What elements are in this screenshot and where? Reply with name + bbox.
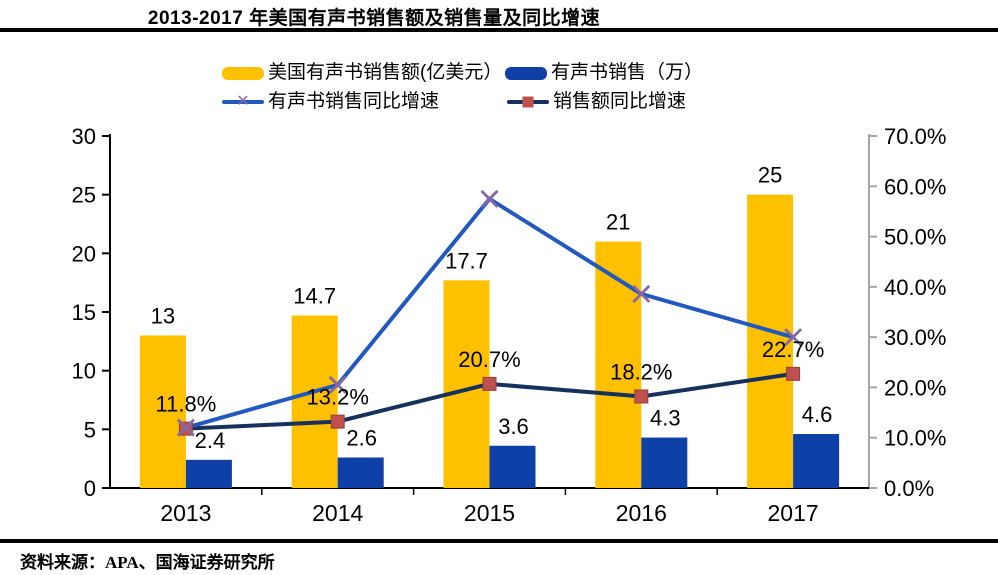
y-axis-right-tick-label: 40.0% — [884, 275, 946, 300]
y-axis-left-tick-label: 30 — [72, 124, 96, 149]
growth-pct-label: 22.7% — [762, 337, 824, 362]
bar-amount-label: 17.7 — [445, 248, 488, 273]
bar-swatch-yellow-icon — [222, 66, 264, 80]
y-axis-right-tick-label: 60.0% — [884, 174, 946, 199]
growth-pct-label: 11.8% — [156, 392, 217, 417]
data-source: 资料来源：APA、国海证券研究所 — [20, 553, 275, 572]
bar-amount-label: 14.7 — [293, 284, 336, 309]
square-marker-2015 — [482, 376, 497, 391]
square-marker-2017 — [786, 366, 801, 381]
y-axis-right-tick-label: 70.0% — [884, 124, 946, 149]
bar-unit-sales-2016 — [641, 437, 688, 488]
growth-pct-label: 20.7% — [458, 347, 520, 372]
bar-sales-amount-2016 — [595, 241, 642, 488]
x-axis-label: 2014 — [312, 500, 363, 526]
y-axis-right-tick-label: 0.0% — [884, 476, 934, 501]
legend-item-unit-growth: ✕ 有声书销售同比增速 — [222, 91, 439, 113]
bar-amount-label: 13 — [151, 303, 175, 328]
growth-pct-label: 13.2% — [307, 385, 369, 410]
x-marker-icon: ✕ — [236, 93, 250, 110]
legend-item-unit-sales: 有声书销售（万） — [505, 62, 703, 84]
footer-divider — [0, 539, 998, 543]
bar-amount-label: 21 — [606, 210, 630, 235]
bar-units-label: 2.6 — [346, 425, 377, 450]
bar-swatch-blue-icon — [505, 66, 547, 80]
y-axis-left-tick-label: 5 — [84, 417, 96, 442]
bar-unit-sales-2017 — [793, 434, 840, 488]
x-axis-label: 2016 — [616, 500, 667, 526]
y-axis-right-tick-label: 10.0% — [884, 426, 946, 451]
legend-item-sales-amount: 美国有声书销售额(亿美元） — [222, 62, 502, 84]
x-marker-2013 — [176, 418, 195, 437]
x-marker-2014 — [328, 375, 347, 394]
bar-units-label: 4.6 — [802, 402, 833, 427]
bar-units-label: 4.3 — [650, 406, 681, 431]
line-square-swatch-icon — [507, 96, 549, 108]
bar-unit-sales-2015 — [489, 445, 536, 488]
y-axis-left-tick-label: 20 — [72, 241, 96, 266]
x-axis-label: 2017 — [768, 500, 819, 526]
bar-units-label: 2.4 — [195, 428, 226, 453]
x-marker-2016 — [632, 284, 651, 303]
y-axis-right-tick-label: 20.0% — [884, 375, 946, 400]
square-marker-icon — [522, 96, 534, 108]
y-axis-right-tick-label: 30.0% — [884, 325, 946, 350]
y-axis-left-tick-label: 25 — [72, 183, 96, 208]
legend-label: 有声书销售同比增速 — [268, 91, 440, 112]
x-axis-label: 2013 — [160, 500, 211, 526]
y-axis-left-tick-label: 10 — [72, 359, 96, 384]
x-marker-2015 — [480, 189, 499, 208]
x-marker-2017 — [784, 328, 803, 347]
legend-label: 销售额同比增速 — [553, 91, 687, 112]
y-axis-right-tick-label: 50.0% — [884, 225, 946, 250]
x-axis-label: 2015 — [464, 500, 515, 526]
square-marker-2014 — [330, 414, 345, 429]
line-x-swatch-icon: ✕ — [222, 94, 264, 110]
bar-unit-sales-2014 — [337, 457, 384, 488]
legend-label: 有声书销售（万） — [551, 62, 704, 83]
bar-amount-label: 25 — [758, 163, 782, 188]
y-axis-left-tick-label: 0 — [84, 476, 96, 501]
bar-sales-amount-2017 — [747, 194, 794, 488]
bar-units-label: 3.6 — [498, 414, 529, 439]
growth-pct-label: 18.2% — [610, 359, 672, 384]
square-marker-2016 — [634, 389, 649, 404]
legend-label: 美国有声书销售额(亿美元） — [268, 62, 503, 83]
legend-item-amount-growth: 销售额同比增速 — [507, 91, 686, 113]
bar-unit-sales-2013 — [185, 459, 232, 488]
chart-title: 2013-2017 年美国有声书销售额及销售量及同比增速 — [147, 8, 601, 29]
y-axis-left-tick-label: 15 — [72, 300, 96, 325]
bar-sales-amount-2013 — [139, 335, 186, 488]
bar-sales-amount-2014 — [291, 315, 338, 488]
title-underline — [0, 28, 998, 32]
